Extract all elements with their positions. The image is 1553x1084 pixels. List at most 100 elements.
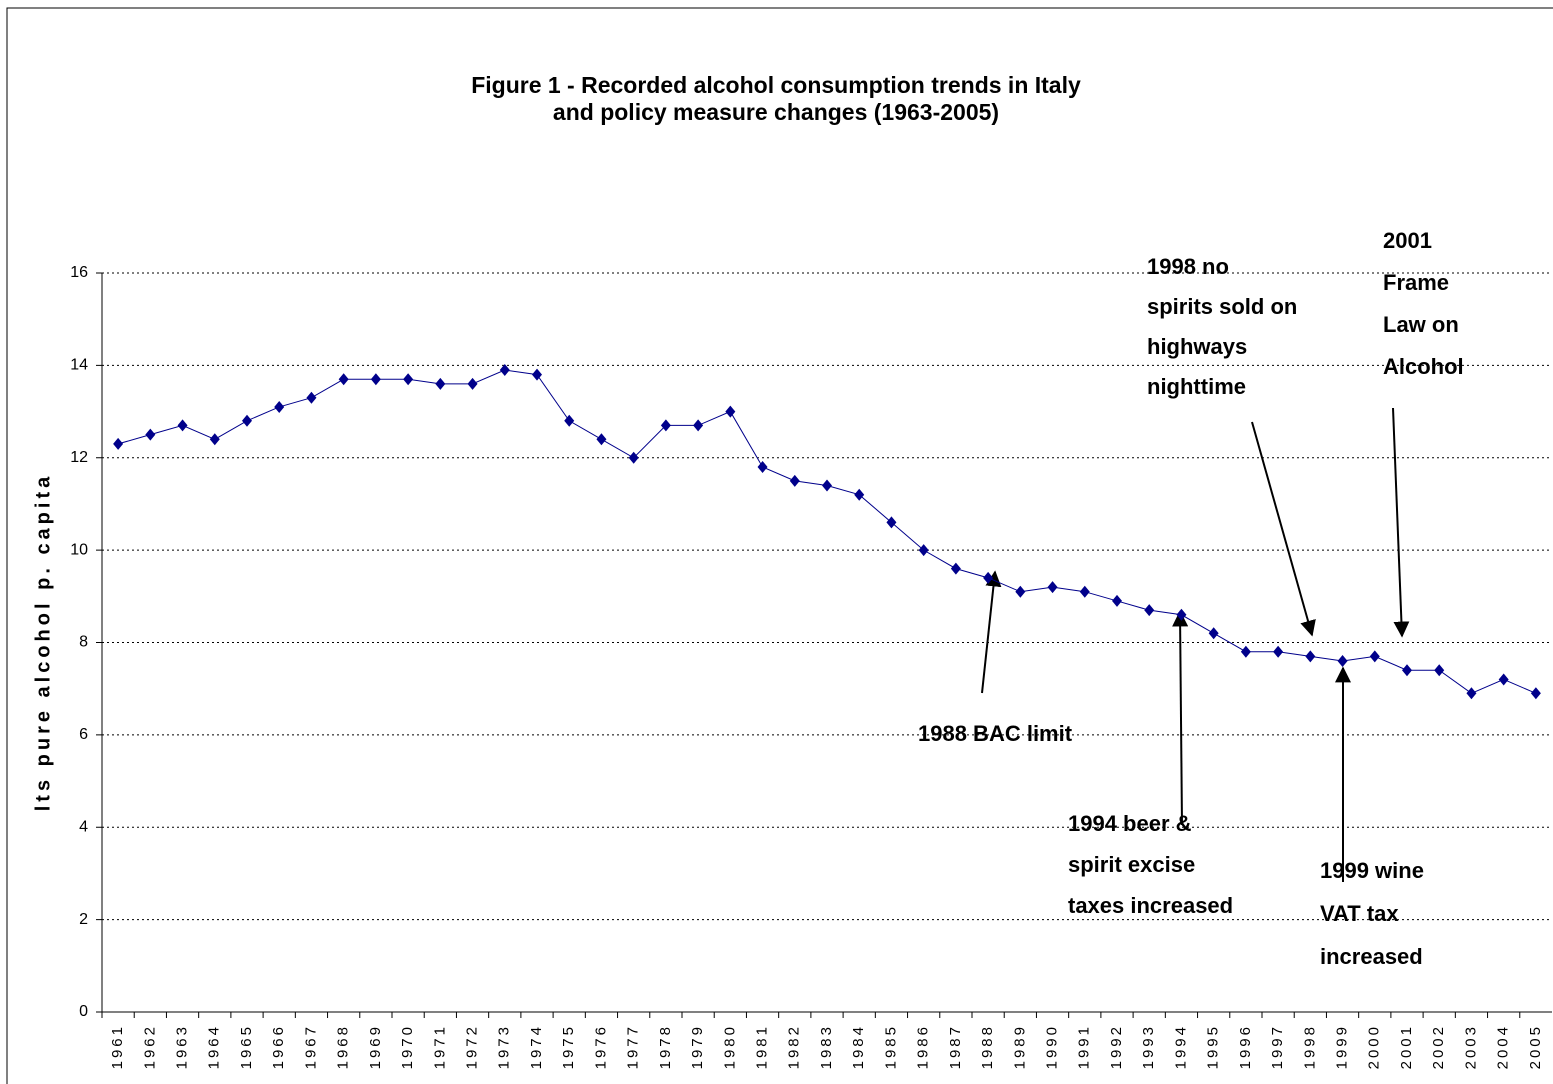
marker: [338, 373, 349, 386]
marker: [693, 419, 704, 432]
arrows: [981, 407, 1410, 882]
x-tick-label: 1990: [1044, 1024, 1061, 1069]
x-tick-label: 1981: [754, 1024, 771, 1069]
x-tick-label: 1998: [1301, 1024, 1318, 1069]
x-tick-label: 1987: [947, 1024, 964, 1069]
x-tick-label: 1972: [464, 1024, 481, 1069]
marker: [1305, 650, 1316, 663]
annotation: Alcohol: [1383, 354, 1464, 379]
x-tick-label: 1982: [786, 1024, 803, 1069]
marker: [983, 571, 994, 584]
marker: [1144, 604, 1155, 617]
annotation: 1988 BAC limit: [918, 721, 1073, 746]
x-tick-label: 1969: [367, 1024, 384, 1069]
x-tick-label: 1983: [818, 1024, 835, 1069]
x-tick-label: 1993: [1140, 1024, 1157, 1069]
x-tick-label: 2002: [1430, 1024, 1447, 1069]
marker: [403, 373, 414, 386]
x-tick-label: 1985: [882, 1024, 899, 1069]
marker: [1079, 585, 1090, 598]
x-tick-label: 1997: [1269, 1024, 1286, 1069]
marker: [370, 373, 381, 386]
marker: [1047, 581, 1058, 594]
annotation: nighttime: [1147, 374, 1246, 399]
chart-title: Figure 1 - Recorded alcohol consumption …: [471, 72, 1081, 98]
y-tick-label: 4: [79, 818, 88, 835]
arrow: [981, 570, 1002, 694]
annotation: 1998 no: [1147, 254, 1229, 279]
x-tick-label: 1966: [270, 1024, 287, 1069]
annotation: spirits sold on: [1147, 294, 1297, 319]
x-tick-label: 1962: [141, 1024, 158, 1069]
annotation: taxes increased: [1068, 893, 1233, 918]
annotation: highways: [1147, 334, 1247, 359]
marker: [274, 400, 285, 413]
x-tick-label: 2000: [1366, 1024, 1383, 1069]
marker: [145, 428, 156, 441]
x-tick-label: 1977: [625, 1024, 642, 1069]
marker: [532, 368, 542, 381]
x-tick-label: 1986: [915, 1024, 932, 1069]
x-tick-label: 1991: [1076, 1024, 1093, 1069]
y-tick-label: 16: [70, 264, 88, 281]
annotation: Law on: [1383, 312, 1459, 337]
y-tick-label: 0: [79, 1003, 88, 1020]
marker: [209, 433, 220, 446]
x-tick-label: 1989: [1011, 1024, 1028, 1069]
marker: [435, 377, 446, 390]
x-tick-label: 1976: [592, 1024, 609, 1069]
marker: [628, 451, 639, 464]
marker: [1112, 594, 1122, 607]
series-line: [117, 369, 1537, 694]
marker: [1176, 608, 1187, 621]
y-tick-label: 12: [70, 449, 88, 466]
x-tick-label: 1995: [1205, 1024, 1222, 1069]
x-tick-label: 1979: [689, 1024, 706, 1069]
x-tick-label: 1984: [850, 1024, 867, 1069]
x-tick-label: 1971: [431, 1024, 448, 1069]
x-tick-label: 1968: [335, 1024, 352, 1069]
x-tick-label: 1992: [1108, 1024, 1125, 1069]
chart-border: [6, 7, 1553, 1084]
marker: [1208, 627, 1219, 640]
marker: [1498, 673, 1509, 686]
x-tick-label: 1988: [979, 1024, 996, 1069]
marker: [113, 437, 124, 450]
marker: [1273, 645, 1284, 658]
annotation: VAT tax: [1320, 901, 1399, 926]
annotation: increased: [1320, 944, 1423, 969]
x-tick-label: 1973: [496, 1024, 513, 1069]
marker: [1369, 650, 1380, 663]
x-tick-label: 1967: [302, 1024, 319, 1069]
x-tick-label: 1964: [206, 1024, 223, 1069]
marker: [1530, 687, 1541, 700]
marker: [1240, 645, 1251, 658]
annotation: Frame: [1383, 270, 1449, 295]
x-tick-label: 1965: [238, 1024, 255, 1069]
marker: [1402, 664, 1412, 677]
marker: [725, 405, 736, 418]
x-tick-label: 1996: [1237, 1024, 1254, 1069]
marker: [660, 419, 671, 432]
x-tick-label: 1994: [1172, 1024, 1189, 1069]
y-axis-label: lts pure alcohol p. capita: [32, 473, 54, 812]
x-tick-label: 1974: [528, 1024, 545, 1069]
marker: [242, 414, 252, 427]
arrow: [1172, 610, 1189, 826]
y-tick-label: 10: [70, 541, 88, 558]
marker: [950, 562, 961, 575]
x-tick-label: 1978: [657, 1024, 674, 1069]
arrow: [1392, 407, 1410, 638]
chart-title: and policy measure changes (1963-2005): [553, 99, 999, 125]
annotation: spirit excise: [1068, 852, 1195, 877]
annotation: 2001: [1383, 228, 1432, 253]
x-tick-label: 2004: [1495, 1024, 1512, 1069]
marker: [886, 516, 897, 529]
marker: [306, 391, 317, 404]
arrow: [1251, 421, 1316, 637]
marker: [789, 474, 800, 487]
marker: [918, 544, 929, 557]
y-tick-label: 6: [79, 726, 88, 743]
